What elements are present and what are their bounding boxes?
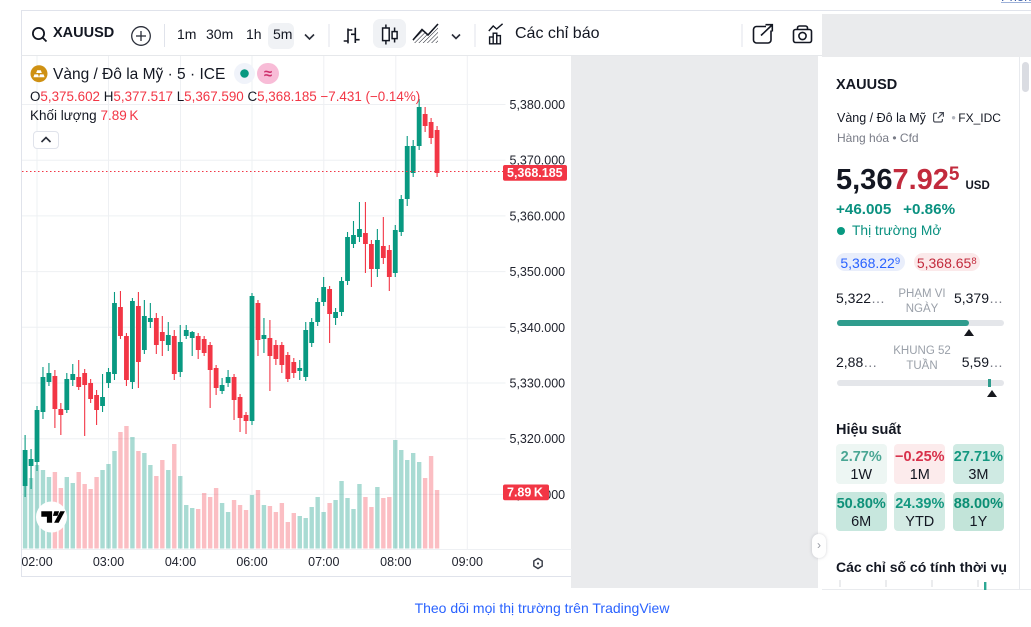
svg-text:5,360.000: 5,360.000 bbox=[510, 209, 566, 223]
svg-text:07:00: 07:00 bbox=[308, 555, 339, 569]
svg-text:5,340.000: 5,340.000 bbox=[510, 321, 566, 335]
svg-text:08:00: 08:00 bbox=[380, 555, 411, 569]
svg-text:04:00: 04:00 bbox=[165, 555, 196, 569]
svg-text:5,320.000: 5,320.000 bbox=[510, 432, 566, 446]
svg-text:06:00: 06:00 bbox=[236, 555, 267, 569]
svg-text:09:00: 09:00 bbox=[452, 555, 483, 569]
svg-text:03:00: 03:00 bbox=[93, 555, 124, 569]
svg-text:5,330.000: 5,330.000 bbox=[510, 377, 566, 391]
svg-text:7.89 K: 7.89 K bbox=[507, 486, 543, 500]
svg-text:≈: ≈ bbox=[264, 66, 272, 83]
svg-text:5,370.000: 5,370.000 bbox=[510, 154, 566, 168]
svg-text:02:00: 02:00 bbox=[22, 555, 53, 569]
svg-text:5,350.000: 5,350.000 bbox=[510, 265, 566, 279]
svg-text:5,368.185: 5,368.185 bbox=[507, 166, 563, 180]
svg-text:5,380.000: 5,380.000 bbox=[510, 98, 566, 112]
